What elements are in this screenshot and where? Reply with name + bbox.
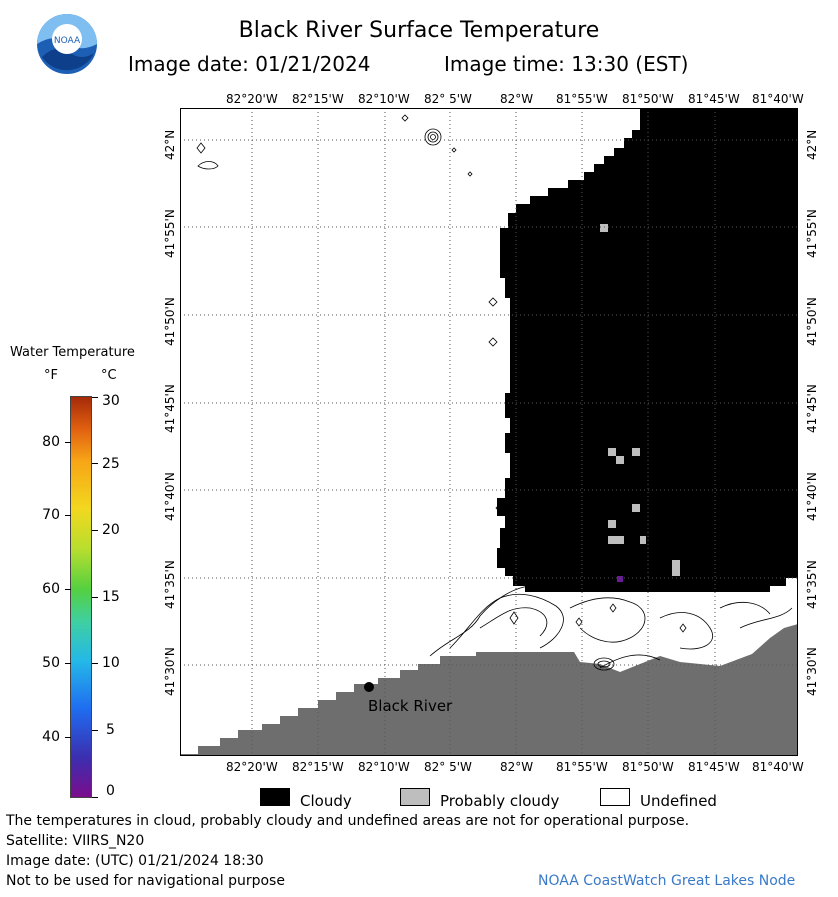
probably-cloudy-patch — [600, 224, 608, 232]
lon-label-bottom: 82°20'W — [226, 760, 278, 774]
legend-title: Water Temperature — [10, 345, 135, 360]
cold-water-pixel — [617, 576, 623, 582]
probably-cloudy-patch — [616, 456, 624, 464]
lon-label-top: 82°15'W — [292, 92, 344, 106]
probably-cloudy-patch — [608, 520, 616, 528]
lat-label-left: 41°45'N — [163, 384, 177, 433]
lon-label-bottom: 82°W — [500, 760, 534, 774]
footer-credit: NOAA CoastWatch Great Lakes Node — [538, 873, 796, 889]
lon-label-bottom: 82°10'W — [358, 760, 410, 774]
unit-fahrenheit: °F — [44, 368, 58, 383]
lon-label-bottom: 81°40'W — [752, 760, 804, 774]
map-panel — [180, 108, 798, 756]
unit-celsius: °C — [101, 368, 117, 383]
black-river-marker — [364, 682, 374, 692]
lat-label-left: 41°50'N — [163, 297, 177, 346]
key-cloudy-label: Cloudy — [300, 792, 352, 810]
lat-label-right: 42°N — [805, 129, 819, 160]
logo-text: NOAA — [54, 36, 81, 46]
lon-label-top: 82°20'W — [226, 92, 278, 106]
graticule — [180, 108, 798, 756]
lat-label-left: 41°30'N — [163, 647, 177, 696]
lon-label-top: 81°40'W — [752, 92, 804, 106]
lat-label-left: 42°N — [163, 129, 177, 160]
tick-c-10: 10 — [102, 655, 120, 671]
key-undefined-swatch — [600, 788, 630, 806]
probably-cloudy-patch — [608, 448, 616, 456]
tick-c-0: 0 — [106, 783, 115, 799]
footer-disclaimer: The temperatures in cloud, probably clou… — [6, 813, 690, 829]
map-frame — [180, 108, 798, 756]
cloud-area — [497, 108, 798, 592]
probably-cloudy-patch — [632, 448, 640, 456]
black-river-label: Black River — [368, 697, 453, 715]
lat-label-right: 41°50'N — [805, 297, 819, 346]
tick-c-5: 5 — [106, 722, 115, 738]
footer-navigation: Not to be used for navigational purpose — [6, 873, 285, 889]
page-title: Black River Surface Temperature — [238, 18, 600, 43]
lat-label-left: 41°40'N — [163, 472, 177, 521]
land-area — [180, 624, 798, 756]
probably-cloudy-patch — [672, 560, 680, 576]
lat-label-right: 41°30'N — [805, 647, 819, 696]
lat-label-right: 41°45'N — [805, 384, 819, 433]
lon-label-bottom: 81°55'W — [556, 760, 608, 774]
key-probably-cloudy-label: Probably cloudy — [440, 792, 560, 810]
lat-label-right: 41°55'N — [805, 209, 819, 258]
colorbar — [65, 396, 98, 798]
tick-f-50: 50 — [42, 655, 60, 671]
tick-c-25: 25 — [102, 456, 120, 472]
tick-c-30: 30 — [102, 393, 120, 409]
lon-label-bottom: 81°50'W — [622, 760, 674, 774]
lon-label-top: 82° 5'W — [424, 92, 472, 106]
image-date: Image date: 01/21/2024 — [128, 52, 371, 76]
footer-satellite: Satellite: VIIRS_N20 — [6, 833, 145, 849]
noaa-logo: NOAA — [37, 14, 97, 74]
tick-c-20: 20 — [102, 522, 120, 538]
tick-f-80: 80 — [42, 434, 60, 450]
lon-label-bottom: 81°45'W — [688, 760, 740, 774]
probably-cloudy-patch — [608, 536, 624, 544]
key-probably-cloudy-swatch — [400, 788, 430, 806]
lat-label-right: 41°40'N — [805, 472, 819, 521]
image-time: Image time: 13:30 (EST) — [444, 52, 689, 76]
tick-f-60: 60 — [42, 581, 60, 597]
lon-label-top: 81°45'W — [688, 92, 740, 106]
lat-label-left: 41°55'N — [163, 209, 177, 258]
footer-utc-date: Image date: (UTC) 01/21/2024 18:30 — [6, 853, 264, 869]
temperature-contours — [429, 585, 793, 671]
scattered-contours — [196, 114, 505, 513]
probably-cloudy-patch — [632, 504, 640, 512]
lon-label-top: 81°55'W — [556, 92, 608, 106]
lat-label-right: 41°35'N — [805, 560, 819, 609]
lon-label-bottom: 82°15'W — [292, 760, 344, 774]
tick-f-70: 70 — [42, 507, 60, 523]
lon-label-top: 82°10'W — [358, 92, 410, 106]
lon-label-bottom: 82° 5'W — [424, 760, 472, 774]
tick-c-15: 15 — [102, 589, 120, 605]
lon-label-top: 82°W — [500, 92, 534, 106]
probably-cloudy-patch — [640, 536, 646, 544]
lon-label-top: 81°50'W — [622, 92, 674, 106]
key-undefined-label: Undefined — [640, 792, 717, 810]
tick-f-40: 40 — [42, 729, 60, 745]
key-cloudy-swatch — [260, 788, 290, 806]
lat-label-left: 41°35'N — [163, 560, 177, 609]
